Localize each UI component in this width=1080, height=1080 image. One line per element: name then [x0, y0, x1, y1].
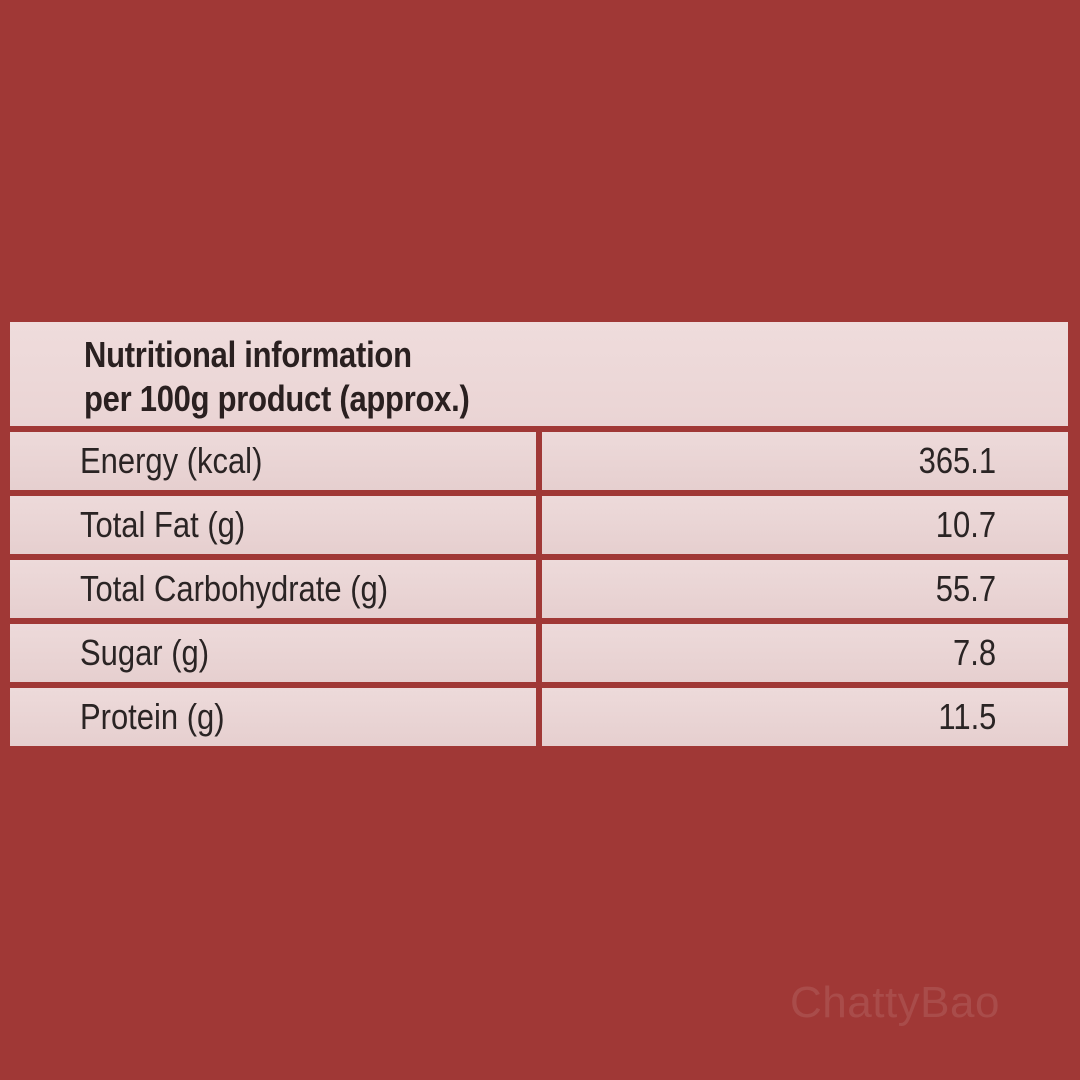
row-value: 365.1: [918, 440, 996, 481]
row-label-cell: Total Carbohydrate (g): [10, 560, 536, 618]
row-value-cell: 7.8: [542, 624, 1068, 682]
row-value-cell: 365.1: [542, 432, 1068, 490]
table-row: Total Fat (g) 10.7: [10, 496, 1068, 554]
row-label-cell: Energy (kcal): [10, 432, 536, 490]
row-value: 10.7: [935, 504, 996, 545]
row-value-cell: 55.7: [542, 560, 1068, 618]
row-value-cell: 10.7: [542, 496, 1068, 554]
table-row: Total Carbohydrate (g) 55.7: [10, 560, 1068, 618]
row-value: 11.5: [938, 696, 996, 737]
nutrition-table: Nutritional information per 100g product…: [6, 320, 1070, 756]
table-row: Protein (g) 11.5: [10, 688, 1068, 746]
row-value: 55.7: [935, 568, 996, 609]
table-subtitle: per 100g product (approx.): [84, 378, 470, 419]
watermark: ChattyBao: [790, 978, 1000, 1027]
row-label-cell: Sugar (g): [10, 624, 536, 682]
table-row: Energy (kcal) 365.1: [10, 432, 1068, 490]
row-label: Sugar (g): [80, 632, 210, 673]
row-label: Protein (g): [80, 696, 225, 737]
table-row: Sugar (g) 7.8: [10, 624, 1068, 682]
row-value: 7.8: [952, 632, 996, 673]
table-header: Nutritional information per 100g product…: [10, 322, 1068, 426]
table-title: Nutritional information: [84, 334, 412, 375]
row-label: Total Fat (g): [80, 504, 246, 545]
row-label: Total Carbohydrate (g): [80, 568, 389, 609]
row-label-cell: Protein (g): [10, 688, 536, 746]
row-label: Energy (kcal): [80, 440, 263, 481]
row-label-cell: Total Fat (g): [10, 496, 536, 554]
row-value-cell: 11.5: [542, 688, 1068, 746]
